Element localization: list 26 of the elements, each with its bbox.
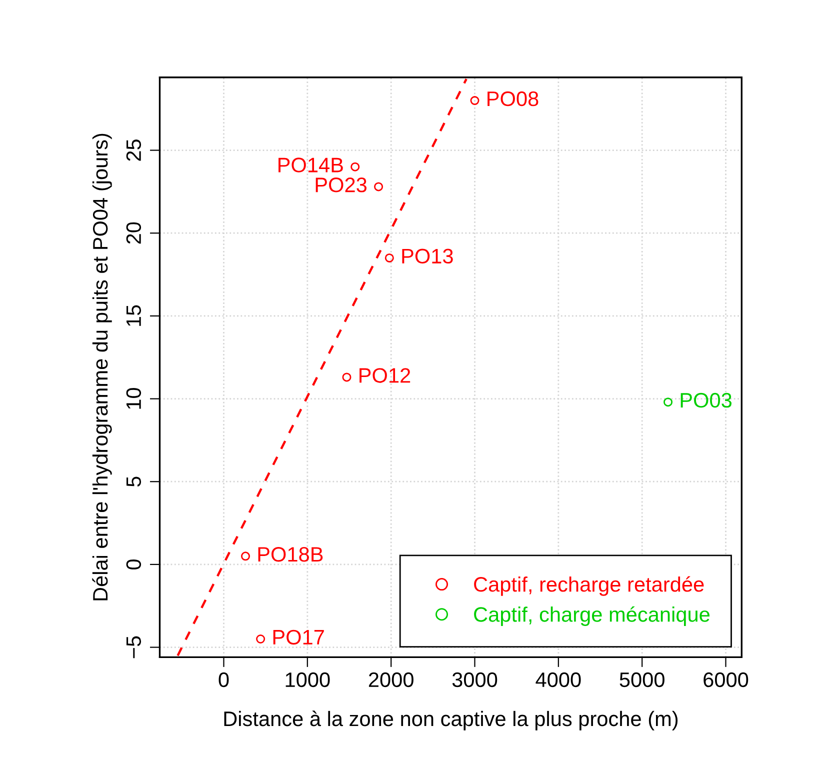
x-tick-label: 4000 <box>536 672 581 688</box>
x-tick-label: 3000 <box>452 672 498 688</box>
annotation: PO17 <box>273 630 324 645</box>
x-tick-label: 0 <box>218 672 229 688</box>
x-axis-title: Distance à la zone non captive la plus proche (m) <box>224 710 678 730</box>
y-tick-label: 0 <box>126 559 142 570</box>
y-tick-label: 10 <box>126 388 142 409</box>
annotation: PO13 <box>402 248 453 264</box>
legend-label: Captif, charge mécanique <box>474 606 710 626</box>
y-tick-label: 15 <box>126 305 142 326</box>
annotation: PO23 <box>316 178 367 192</box>
y-tick-label: 20 <box>126 222 142 244</box>
x-tick-label: 1000 <box>286 672 330 688</box>
y-tick-label: 25 <box>126 140 142 161</box>
y-axis-title: Délai entre l'hydrogramme du puits et PO04 (jours) <box>92 134 112 600</box>
y-tick-label: −5 <box>126 636 142 658</box>
x-tick-label: 5000 <box>620 672 664 688</box>
annotation: PO12 <box>360 368 410 383</box>
legend-label: Captif, recharge retardée <box>474 576 704 596</box>
annotation: PO08 <box>488 91 538 106</box>
annotation: PO18B <box>258 547 323 562</box>
x-tick-label: 6000 <box>704 672 748 688</box>
y-tick-label: 5 <box>126 476 142 487</box>
x-tick-label: 2000 <box>368 672 414 688</box>
annotation: PO03 <box>680 392 732 408</box>
annotation: PO14B <box>278 158 343 172</box>
